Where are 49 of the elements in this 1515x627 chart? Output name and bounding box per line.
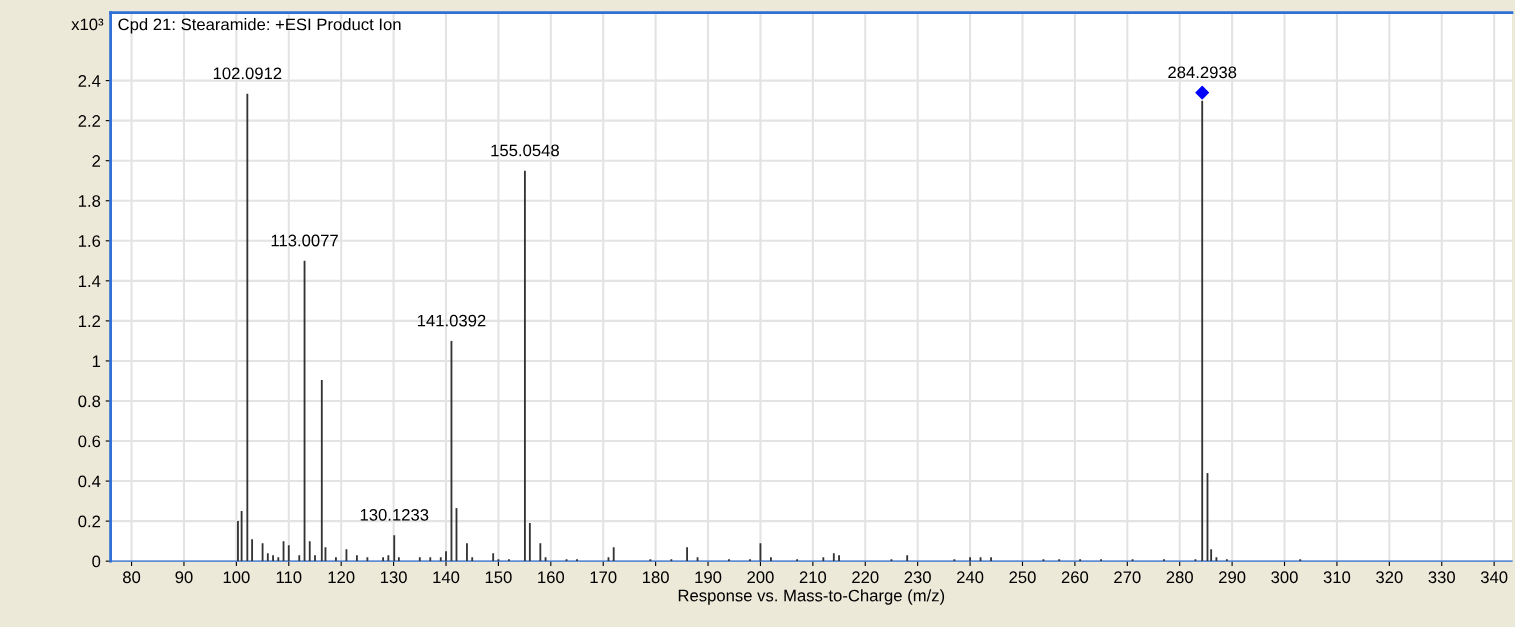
annotation: 130.1233: [360, 508, 429, 521]
x-tick-label: 90: [175, 571, 193, 584]
x-tick-label: 120: [328, 571, 355, 584]
y-tick-label: 0: [92, 555, 101, 568]
y-tick-label: 1.8: [78, 195, 101, 207]
x-tick-label: 330: [1428, 571, 1455, 584]
annotation: 113.0077: [271, 234, 338, 247]
x-tick-label: 80: [123, 571, 141, 584]
x-tick-label: 150: [485, 571, 512, 584]
y-tick-label: 0.8: [78, 395, 101, 408]
x-tick-label: 230: [904, 571, 931, 584]
y-tick-label: 1.4: [78, 275, 101, 287]
annotation: 284.2938: [1168, 66, 1237, 79]
x-tick-label: 240: [957, 571, 984, 584]
y-tick-label: 0.4: [78, 475, 101, 488]
x-axis-title: Response vs. Mass-to-Charge (m/z): [678, 589, 945, 605]
chart-title: Cpd 21: Stearamide: +ESI Product Ion: [118, 18, 401, 34]
text: x10³: [71, 18, 104, 31]
x-tick-label: 200: [747, 571, 774, 584]
x-tick-label: 180: [643, 571, 669, 584]
x-tick-label: 270: [1114, 571, 1141, 584]
y-tick-label: 2.4: [78, 75, 101, 87]
x-tick-label: 320: [1376, 571, 1403, 584]
x-tick-label: 190: [695, 571, 722, 584]
annotation: 102.0912: [213, 67, 282, 80]
y-tick-label: 0.6: [78, 435, 101, 448]
y-tick-label: 2: [92, 155, 101, 167]
y-tick-label: 1.6: [78, 235, 101, 247]
annotation: 141.0392: [417, 314, 486, 327]
x-tick-label: 210: [799, 571, 827, 584]
y-tick-label: 2.2: [78, 115, 101, 127]
x-tick-label: 260: [1061, 571, 1089, 584]
y-tick-label: 0.2: [78, 515, 101, 528]
annotation: 155.0548: [491, 144, 559, 157]
x-tick-label: 340: [1480, 571, 1508, 584]
x-tick-label: 130: [380, 571, 407, 584]
x-tick-label: 160: [538, 571, 565, 584]
y-tick-label: 1: [92, 355, 101, 367]
x-tick-label: 110: [276, 571, 302, 584]
x-tick-label: 220: [852, 571, 879, 584]
x-tick-label: 300: [1271, 571, 1298, 584]
x-tick-label: 100: [223, 571, 250, 584]
x-tick-label: 280: [1166, 571, 1193, 584]
x-tick-label: 170: [590, 571, 617, 584]
x-tick-label: 250: [1009, 571, 1036, 584]
x-tick-label: 140: [433, 571, 460, 584]
x-tick-label: 290: [1219, 571, 1246, 584]
x-tick-label: 310: [1323, 571, 1351, 584]
y-tick-label: 1.2: [78, 315, 101, 327]
